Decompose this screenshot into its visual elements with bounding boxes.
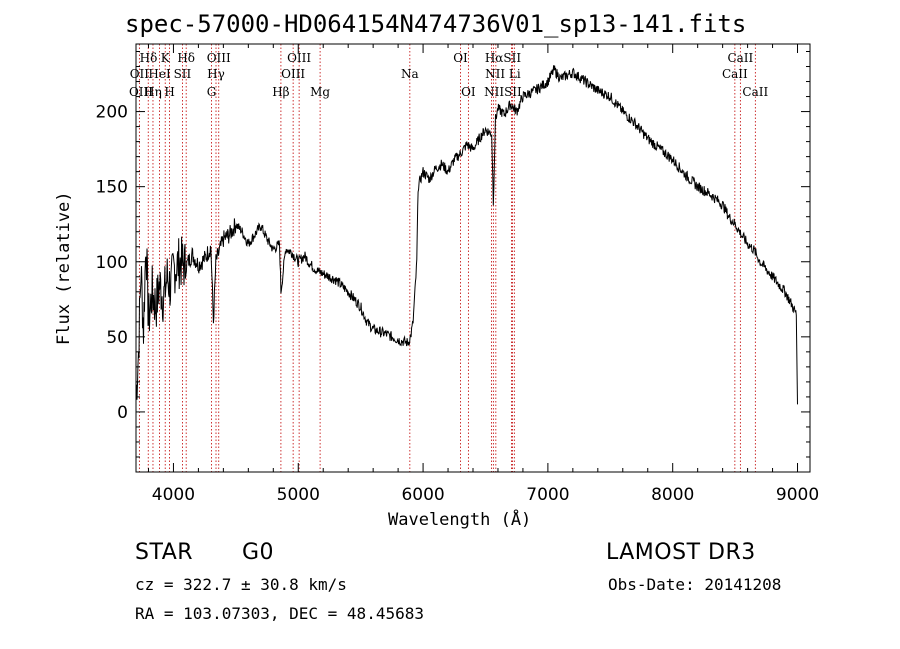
x-tick-label-5000: 5000	[277, 485, 320, 505]
line-label-21: Mg	[310, 85, 330, 99]
object-class: STAR	[135, 540, 194, 565]
line-label-5: OI	[453, 51, 468, 65]
chart-title: spec-57000-HD064154N474736V01_sp13-141.f…	[125, 10, 747, 38]
line-label-23: NIISII	[484, 85, 522, 99]
y-tick-label-200: 200	[96, 103, 128, 123]
line-label-8: OII	[130, 67, 150, 81]
x-tick-label-9000: 9000	[776, 485, 819, 505]
line-label-22: OI	[461, 85, 476, 99]
line-label-3: OIII	[207, 51, 231, 65]
line-label-9: HeI	[148, 67, 171, 81]
line-label-0: Hδ	[140, 51, 158, 65]
line-label-19: G	[207, 85, 217, 99]
y-tick-label-150: 150	[96, 178, 128, 198]
coordinates: RA = 103.07303, DEC = 48.45683	[135, 604, 424, 623]
line-label-18: H	[164, 85, 174, 99]
line-label-4: OIII	[287, 51, 311, 65]
line-label-20: Hβ	[272, 85, 289, 99]
line-label-17: Hη	[144, 85, 162, 99]
plot-frame	[135, 43, 811, 473]
x-tick-label-4000: 4000	[152, 485, 195, 505]
line-label-2: Hδ	[177, 51, 195, 65]
survey-label: LAMOST DR3	[606, 540, 756, 565]
line-label-1: K	[161, 51, 171, 65]
object-subclass: G0	[242, 540, 275, 565]
line-label-12: OIII	[281, 67, 305, 81]
y-tick-label-100: 100	[96, 253, 128, 273]
obs-date: Obs-Date: 20141208	[608, 575, 782, 594]
line-label-15: CaII	[722, 67, 748, 81]
x-tick-label-8000: 8000	[651, 485, 694, 505]
line-label-11: Hγ	[207, 67, 225, 81]
line-label-7: CaII	[727, 51, 753, 65]
y-tick-label-50: 50	[106, 328, 128, 348]
line-label-13: Na	[401, 67, 419, 81]
redshift-readout: cz = 322.7 ± 30.8 km/s	[135, 575, 347, 594]
line-label-6: HαSII	[485, 51, 522, 65]
line-label-10: SII	[174, 67, 192, 81]
x-axis-label: Wavelength (Å)	[388, 510, 532, 530]
y-axis-label: Flux (relative)	[54, 191, 74, 345]
x-tick-label-6000: 6000	[401, 485, 444, 505]
line-label-24: CaII	[742, 85, 768, 99]
y-tick-label-0: 0	[117, 403, 128, 423]
line-label-16: OIII	[129, 85, 153, 99]
line-label-14: NII Li	[485, 67, 521, 81]
x-tick-label-7000: 7000	[526, 485, 569, 505]
spectrum-line	[135, 65, 798, 405]
